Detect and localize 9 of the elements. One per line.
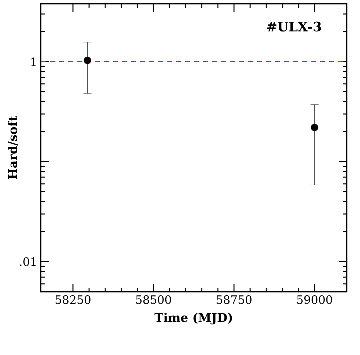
annotation: #ULX-3	[267, 22, 322, 32]
x-tick-label: 58750	[216, 296, 252, 304]
y-axis-title: Hard/soft	[8, 116, 18, 180]
x-tick-label: 58500	[136, 296, 172, 304]
x-axis-title: Time (MJD)	[154, 313, 232, 325]
y-tick-label: 1	[32, 58, 36, 66]
x-tick-label: 59000	[297, 296, 332, 304]
x-tick-label: 58250	[56, 296, 91, 304]
y-tick-label: .01	[20, 258, 36, 266]
